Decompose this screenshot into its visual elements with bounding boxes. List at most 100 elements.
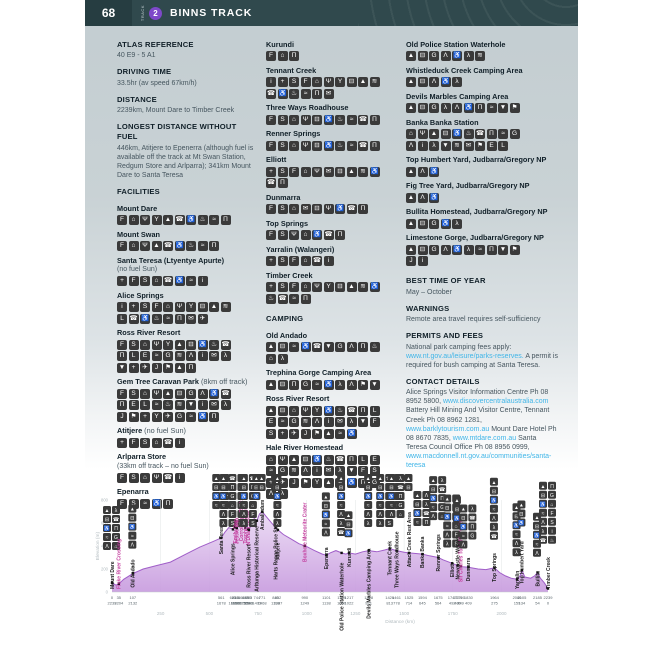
bar-icon: Y (151, 215, 162, 226)
caravan-icon (219, 483, 228, 491)
facility-name: Mount Swan (117, 229, 160, 239)
y-tick-label: 200 (101, 567, 109, 572)
shower-icon: ♨ (186, 241, 196, 252)
distance-from-end: 645 (419, 601, 426, 606)
dump-icon: ▼ (498, 103, 508, 114)
accom-icon: ⌂ (266, 454, 276, 465)
walk-icon (219, 519, 228, 527)
toilet-icon (103, 524, 111, 532)
facility-name: Yarralin (Walangeri) (266, 244, 335, 254)
icon-glyph: ▲ (461, 506, 466, 512)
shop-icon: S (277, 204, 288, 215)
facility-bullita-homestead-judbarra-gregory-np: Bullita Homestead, Judbarra/Gregory NP ▲ ⊟… (406, 207, 559, 229)
toilet-icon (337, 492, 346, 500)
fuel-icon: F (117, 498, 127, 509)
dump-icon: ▼ (346, 466, 357, 477)
icon-glyph: ⌂ (114, 544, 117, 550)
facility-note: (no fuel Sun) (142, 426, 186, 436)
location-marker (303, 544, 306, 548)
shop-icon: S (128, 498, 139, 509)
distance-from-start: 1525 (405, 595, 415, 600)
distance-from-end: 2204 (114, 601, 124, 606)
phone-icon (422, 508, 431, 517)
fuel-icon (452, 530, 461, 539)
phone-icon: ☎ (335, 454, 345, 465)
mail-icon: ✉ (335, 417, 345, 428)
shop-icon: S (277, 282, 288, 293)
icon-glyph: ⊟ (492, 489, 496, 495)
facility-name: Three Ways Roadhouse (266, 103, 349, 113)
medical-icon: + (117, 276, 127, 287)
facility-icon-grid: ▲ Λ ♿ (406, 192, 530, 203)
shop-icon: S (277, 166, 288, 177)
caravan-icon: ⊟ (300, 454, 311, 465)
walk-icon (468, 504, 477, 513)
camp-icon (517, 500, 526, 509)
icon-glyph: λ (115, 508, 118, 514)
facility-note: (no fuel Sun) (117, 266, 158, 274)
link-text[interactable]: www.barklytourism.com.au (406, 425, 490, 433)
ranger-icon: ⚑ (358, 379, 368, 390)
picnic-icon: Π (486, 244, 497, 255)
location-marker (407, 551, 411, 555)
icon-glyph: ♿ (220, 493, 226, 500)
icon-glyph: ⊟ (324, 503, 328, 509)
walk-icon (489, 522, 498, 531)
picnic-icon: Π (369, 140, 380, 151)
food-icon: Ψ (151, 388, 162, 399)
section-atlas-reference: ATLAS REFERENCE 40 E9 - 5 A1 (117, 40, 257, 60)
dump-icon: ▼ (498, 244, 508, 255)
icon-glyph: ♿ (323, 511, 329, 518)
shop-icon: S (140, 302, 150, 313)
link-text[interactable]: www.mtdare.com.au (452, 434, 517, 442)
walk-icon (422, 499, 431, 508)
section-contact-details: CONTACT DETAILS Alice Springs Visitor Inf… (406, 377, 559, 470)
medical-icon: + (277, 428, 288, 439)
distance-from-end: 159 (514, 601, 521, 606)
facility-name: Epenarra (117, 487, 149, 497)
walk-icon: λ (463, 244, 474, 255)
medical-icon: + (128, 302, 139, 313)
info-icon: i (197, 400, 208, 411)
caravan-icon: ⊟ (346, 77, 357, 88)
location-label: Old Andado (131, 559, 137, 587)
icon-glyph: ⊟ (431, 487, 435, 493)
distance-from-end: 275 (491, 601, 498, 606)
icon-glyph: ≈ (367, 503, 370, 509)
toilet-icon: ♿ (151, 498, 162, 509)
caravan-icon: ⊟ (417, 103, 428, 114)
camp-icon (212, 474, 221, 482)
fire-icon (489, 513, 498, 522)
food-icon: Ψ (323, 77, 334, 88)
caravan-icon: ⊟ (312, 140, 322, 151)
toilet-icon (364, 492, 373, 500)
distance-from-end: 1606 (231, 601, 241, 606)
toilet-icon: ♿ (335, 204, 345, 215)
distance-from-start: 1594 (418, 595, 428, 600)
icon-glyph: S (231, 521, 235, 527)
link-text[interactable]: www.discovercentralaustralia.com (443, 398, 549, 406)
laundry-icon: L (117, 313, 127, 324)
camp-icon: ▲ (406, 51, 416, 62)
camp-icon (376, 474, 385, 482)
walk-icon: λ (429, 140, 439, 151)
distance-from-start: 1964 (490, 595, 500, 600)
pool-icon: ≋ (300, 417, 311, 428)
icon-glyph: ⊟ (242, 485, 246, 491)
link-text[interactable]: www.macdonnell.nt.gov.au/communities/san… (406, 452, 552, 470)
icon-glyph: ☎ (113, 517, 119, 523)
body-text: 2239km, Mount Dare to Timber Creek (117, 107, 235, 115)
medical-icon: + (117, 437, 127, 448)
shower-icon: ♨ (289, 88, 299, 99)
body-text: May – October (406, 288, 452, 296)
location-marker (231, 528, 235, 531)
link-text[interactable]: www.nt.gov.au/leisure/parks-reserves. (406, 352, 524, 360)
x-tick-label: 250 (157, 611, 165, 616)
body-text: Santa Teresa Council Office Ph 08 8956 0… (406, 434, 537, 451)
fuel-icon: F (266, 51, 276, 62)
page-number: 68 (85, 0, 132, 26)
